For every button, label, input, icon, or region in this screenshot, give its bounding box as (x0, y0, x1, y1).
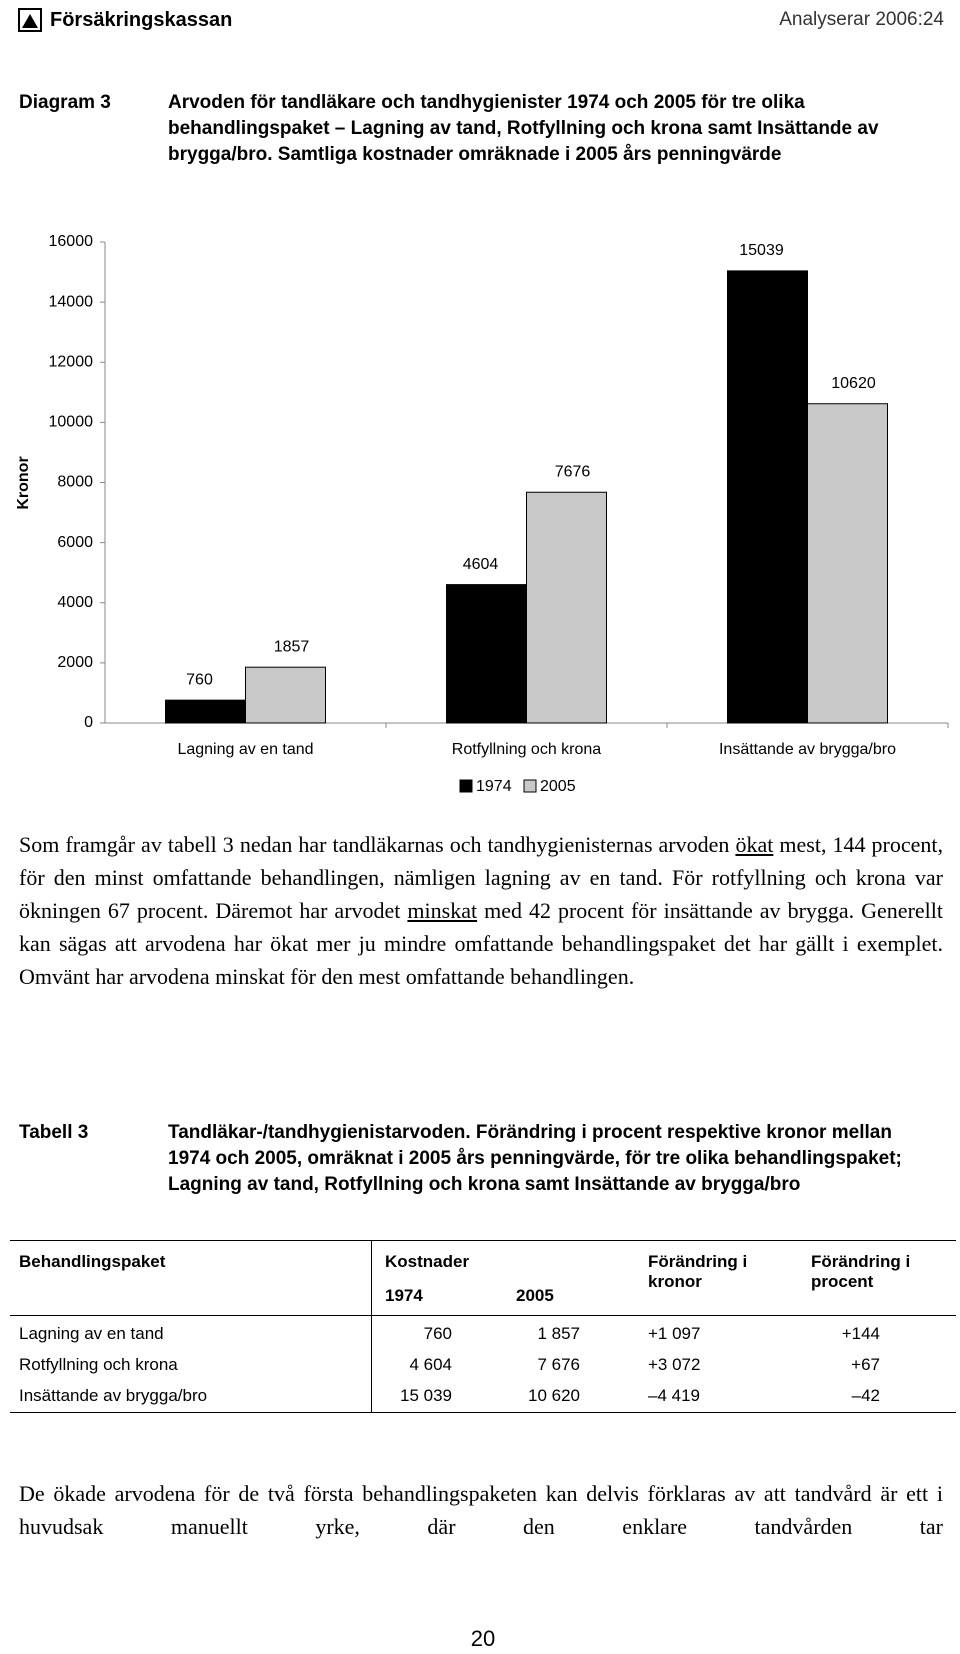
bar (245, 666, 326, 724)
table-cell: –4 419 (648, 1386, 700, 1405)
figure-label: Diagram 3 (19, 92, 111, 113)
y-tick-label: 4000 (57, 594, 93, 611)
logo-icon (18, 8, 42, 32)
column-header: Kostnader (385, 1252, 470, 1271)
table-cell: 4 604 (409, 1355, 452, 1374)
table-caption: Tandläkar-/tandhygienistarvoden. Förändr… (168, 1122, 902, 1195)
y-tick-label: 8000 (57, 474, 93, 491)
table-cell: +3 072 (648, 1355, 701, 1374)
table-cell: +144 (841, 1324, 880, 1343)
table-cell: Rotfyllning och krona (19, 1355, 178, 1374)
y-tick-label: 0 (84, 714, 93, 731)
table-cell: +67 (851, 1355, 880, 1374)
legend-swatch (459, 779, 473, 793)
y-axis-label: Kronor (15, 456, 32, 509)
value-label: 7676 (555, 463, 591, 480)
figure-caption: Arvoden för tandläkare och tandhygienist… (168, 92, 879, 165)
y-tick-label: 14000 (49, 293, 94, 310)
column-header: Behandlingspaket (19, 1252, 166, 1271)
text: med 42 procent för insättande av brygga.… (19, 898, 944, 989)
bar (526, 491, 607, 724)
underlined-text: ökat (735, 832, 774, 857)
paragraph: Som framgår av tabell 3 nedan har tandlä… (19, 828, 943, 993)
bar (165, 699, 246, 724)
y-tick-label: 12000 (49, 353, 94, 370)
y-tick-label: 2000 (57, 654, 93, 671)
column-rule (371, 1240, 372, 1412)
y-tick-label: 6000 (57, 534, 93, 551)
value-label: 1857 (274, 638, 310, 655)
header-rule (10, 1315, 956, 1316)
legend-swatch (523, 779, 537, 793)
text: mest, 144 procent, för den minst omfatta… (19, 832, 943, 923)
value-label: 760 (186, 671, 213, 688)
text: Som framgår av tabell 3 nedan har tandlä… (19, 832, 736, 857)
legend-label: 2005 (540, 778, 576, 795)
x-tick-label: Rotfyllning och krona (452, 741, 602, 758)
table-rule (10, 1412, 956, 1413)
logo: Försäkringskassan (18, 8, 232, 32)
table-cell: 15 039 (400, 1386, 452, 1405)
underlined-text: minskat (407, 898, 478, 923)
table-label: Tabell 3 (19, 1122, 89, 1143)
value-label: 4604 (463, 556, 499, 573)
bar (446, 584, 527, 724)
chart: Kronor 0 2000 4000 6000 8000 10000 12000 14000 1… (15, 233, 949, 795)
table-cell: 10 620 (528, 1386, 580, 1405)
series-name: Analyserar 2006:24 (779, 9, 944, 30)
x-tick-label: Insättande av brygga/bro (719, 741, 896, 758)
column-header: Förändring i kronor (648, 1252, 748, 1291)
table-cell: –42 (851, 1386, 880, 1405)
table-cell: +1 097 (648, 1324, 701, 1343)
y-tick-label: 16000 (49, 233, 94, 250)
logo-text: Försäkringskassan (50, 8, 233, 31)
table-cell: Lagning av en tand (19, 1324, 164, 1343)
value-label: 10620 (831, 375, 876, 392)
x-tick-label: Lagning av en tand (177, 741, 313, 758)
table-cell: 7 676 (537, 1355, 580, 1374)
column-subheader: 1974 (385, 1286, 423, 1305)
table-rule (10, 1240, 956, 1241)
paragraph: De ökade arvodena för de två första beha… (19, 1481, 943, 1539)
bar (807, 403, 888, 724)
bar (727, 270, 808, 724)
y-tick-label: 10000 (49, 414, 94, 431)
page-number: 20 (470, 1626, 496, 1651)
legend-label: 1974 (476, 778, 512, 795)
value-label: 15039 (739, 242, 784, 259)
column-header: Förändring i procent (811, 1252, 911, 1291)
table-cell: Insättande av brygga/bro (19, 1386, 208, 1405)
table-cell: 760 (423, 1324, 452, 1343)
table-cell: 1 857 (537, 1324, 580, 1343)
column-subheader: 2005 (516, 1286, 554, 1305)
